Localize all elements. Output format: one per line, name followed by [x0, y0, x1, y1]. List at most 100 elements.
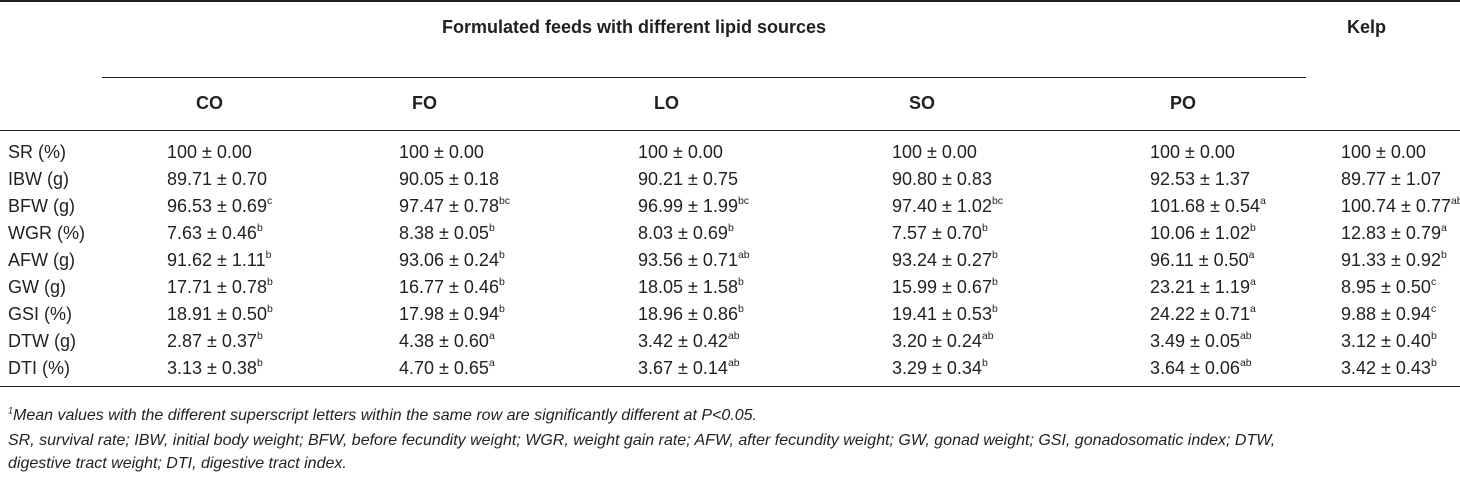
cell-value: 16.77 ± 0.46 — [399, 277, 499, 297]
cell-value: 7.63 ± 0.46 — [167, 223, 257, 243]
table-cell: 19.41 ± 0.53b — [892, 303, 998, 325]
cell-value: 12.83 ± 0.79 — [1341, 223, 1441, 243]
cell-value: 3.49 ± 0.05 — [1150, 331, 1240, 351]
table-bottom-rule — [0, 386, 1460, 387]
significance-superscript: b — [265, 249, 272, 261]
cell-value: 17.98 ± 0.94 — [399, 304, 499, 324]
significance-superscript: b — [981, 222, 988, 234]
cell-value: 93.56 ± 0.71 — [638, 250, 738, 270]
significance-superscript: b — [737, 303, 744, 315]
significance-superscript: b — [727, 222, 734, 234]
table-cell: 2.87 ± 0.37b — [167, 330, 263, 352]
cell-value: 93.06 ± 0.24 — [399, 250, 499, 270]
table-cell: 18.96 ± 0.86b — [638, 303, 744, 325]
significance-superscript: a — [1249, 303, 1256, 315]
table-cell: 8.95 ± 0.50c — [1341, 276, 1436, 298]
significance-superscript: b — [1249, 222, 1256, 234]
significance-superscript: b — [991, 303, 998, 315]
cell-value: 8.95 ± 0.50 — [1341, 277, 1431, 297]
cell-value: 96.11 ± 0.50 — [1150, 250, 1249, 270]
cell-value: 3.64 ± 0.06 — [1150, 358, 1240, 378]
cell-value: 10.06 ± 1.02 — [1150, 223, 1250, 243]
cell-value: 100 ± 0.00 — [638, 142, 723, 162]
table-cell: 100 ± 0.00 — [1150, 141, 1235, 163]
significance-superscript: ab — [727, 330, 740, 342]
table-cell: 18.91 ± 0.50b — [167, 303, 273, 325]
significance-superscript: b — [498, 276, 505, 288]
cell-value: 3.29 ± 0.34 — [892, 358, 982, 378]
cell-value: 18.96 ± 0.86 — [638, 304, 738, 324]
row-label: DTI (%) — [8, 358, 70, 378]
cell-value: 92.53 ± 1.37 — [1150, 169, 1250, 189]
cell-value: 100 ± 0.00 — [1341, 142, 1426, 162]
significance-superscript: c — [1430, 276, 1437, 288]
cell-value: 18.91 ± 0.50 — [167, 304, 267, 324]
table-cell: 91.62 ± 1.11b — [167, 249, 271, 271]
significance-superscript: a — [1249, 276, 1256, 288]
significance-superscript: a — [488, 357, 495, 369]
footnote-significance: 1Mean values with the different superscr… — [8, 406, 757, 426]
table-cell: 97.47 ± 0.78bc — [399, 195, 510, 217]
column-header-fo: FO — [412, 93, 437, 113]
table-cell: 96.53 ± 0.69c — [167, 195, 272, 217]
cell-value: 4.70 ± 0.65 — [399, 358, 489, 378]
significance-superscript: c — [266, 195, 273, 207]
significance-superscript: b — [1430, 357, 1437, 369]
cell-value: 8.03 ± 0.69 — [638, 223, 728, 243]
significance-superscript: b — [498, 249, 505, 261]
cell-value: 89.77 ± 1.07 — [1341, 169, 1441, 189]
significance-superscript: b — [1430, 330, 1437, 342]
cell-value: 15.99 ± 0.67 — [892, 277, 992, 297]
significance-superscript: ab — [981, 330, 994, 342]
cell-value: 4.38 ± 0.60 — [399, 331, 489, 351]
column-header-po: PO — [1170, 93, 1197, 113]
significance-superscript: b — [256, 330, 263, 342]
table-cell: 8.03 ± 0.69b — [638, 222, 734, 244]
group-header: Formulated feeds with different lipid so… — [442, 17, 827, 37]
significance-superscript: a — [488, 330, 495, 342]
cell-value: 3.42 ± 0.42 — [638, 331, 728, 351]
significance-superscript: b — [498, 303, 505, 315]
table-cell: 15.99 ± 0.67b — [892, 276, 998, 298]
table-cell: 93.24 ± 0.27b — [892, 249, 998, 271]
cell-value: 100.74 ± 0.77 — [1341, 196, 1451, 216]
significance-superscript: b — [256, 357, 263, 369]
table-cell: 89.71 ± 0.70 — [167, 168, 267, 190]
cell-value: 89.71 ± 0.70 — [167, 169, 267, 189]
significance-superscript: b — [256, 222, 263, 234]
significance-superscript: b — [991, 249, 998, 261]
column-header-co: CO — [196, 93, 223, 113]
footnote-abbreviations-line2: digestive tract weight; DTI, digestive t… — [8, 455, 347, 472]
table-cell: 90.05 ± 0.18 — [399, 168, 499, 190]
table-cell: 90.21 ± 0.75 — [638, 168, 738, 190]
table-cell: 90.80 ± 0.83 — [892, 168, 992, 190]
cell-value: 90.05 ± 0.18 — [399, 169, 499, 189]
significance-superscript: c — [1430, 303, 1437, 315]
row-label: SR (%) — [8, 142, 66, 162]
footnote-abbreviations-line1: SR, survival rate; IBW, initial body wei… — [8, 432, 1276, 449]
cell-value: 3.42 ± 0.43 — [1341, 358, 1431, 378]
significance-superscript: bc — [991, 195, 1004, 207]
table-cell: 100 ± 0.00 — [399, 141, 484, 163]
cell-value: 91.33 ± 0.92 — [1341, 250, 1441, 270]
cell-value: 90.21 ± 0.75 — [638, 169, 738, 189]
significance-superscript: ab — [727, 357, 740, 369]
cell-value: 9.88 ± 0.94 — [1341, 304, 1431, 324]
table-cell: 3.67 ± 0.14ab — [638, 357, 740, 379]
cell-value: 100 ± 0.00 — [1150, 142, 1235, 162]
significance-superscript: ab — [1239, 330, 1252, 342]
table-cell: 96.99 ± 1.99bc — [638, 195, 749, 217]
table-cell: 96.11 ± 0.50a — [1150, 249, 1254, 271]
row-label: GW (g) — [8, 277, 66, 297]
row-label: IBW (g) — [8, 169, 69, 189]
table-cell: 3.12 ± 0.40b — [1341, 330, 1437, 352]
significance-superscript: a — [1248, 249, 1255, 261]
table-cell: 10.06 ± 1.02b — [1150, 222, 1256, 244]
cell-value: 24.22 ± 0.71 — [1150, 304, 1250, 324]
cell-value: 90.80 ± 0.83 — [892, 169, 992, 189]
significance-superscript: b — [266, 303, 273, 315]
cell-value: 100 ± 0.00 — [892, 142, 977, 162]
table-cell: 3.64 ± 0.06ab — [1150, 357, 1252, 379]
significance-superscript: ab — [1450, 195, 1460, 207]
footnote-marker: 1 — [8, 405, 14, 416]
